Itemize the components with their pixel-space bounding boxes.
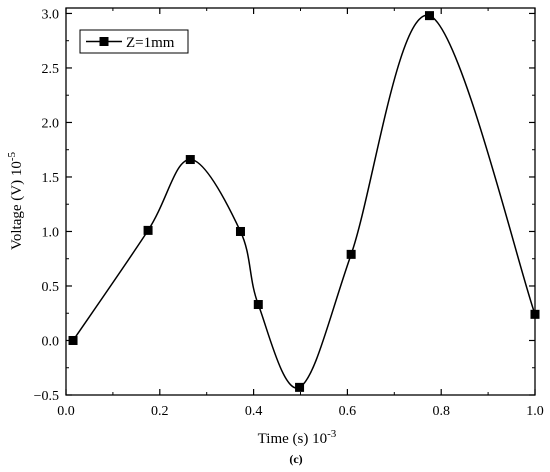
y-tick-label: 2.0 (42, 116, 60, 131)
plot-frame (65, 7, 536, 396)
y-tick-label: 0.0 (42, 334, 60, 349)
y-tick-label: 1.0 (42, 225, 60, 240)
legend-label: Z=1mm (126, 35, 175, 51)
series-markers (68, 11, 540, 392)
data-point-marker (424, 11, 434, 21)
data-point-marker (346, 249, 356, 259)
x-tick-label: 0.2 (151, 404, 169, 419)
figure-caption: (c) (289, 452, 302, 466)
x-tick-label: 1.0 (526, 404, 544, 419)
x-tick-label: 0.0 (57, 404, 75, 419)
y-tick-label: 3.0 (42, 7, 60, 22)
series-line (72, 14, 536, 389)
legend-box (79, 29, 189, 54)
x-tick-label: 0.6 (339, 404, 357, 419)
x-axis: 0.0 0.2 0.4 0.6 0.8 1.0 (57, 8, 544, 419)
x-axis-title: Time (s) 10-3 (258, 428, 337, 447)
legend-marker (99, 37, 109, 46)
x-tick-label: 0.4 (245, 404, 263, 419)
y-tick-label: 1.5 (42, 171, 60, 186)
data-point-marker (185, 155, 195, 165)
x-tick-label: 0.8 (432, 404, 450, 419)
data-point-marker (143, 225, 153, 235)
y-tick-label: −0.5 (34, 389, 59, 404)
y-axis: −0.5 0.0 0.5 1.0 1.5 2.0 2.5 3.0 (34, 7, 535, 404)
data-point-marker (295, 382, 305, 392)
data-point-marker (253, 300, 263, 310)
data-point-marker (235, 226, 245, 236)
legend: Z=1mm (79, 29, 189, 54)
data-point-marker (530, 309, 540, 319)
y-axis-title: Voltage (V) 10-5 (6, 151, 25, 250)
data-point-marker (68, 335, 78, 345)
y-tick-label: 2.5 (42, 62, 60, 77)
y-tick-label: 0.5 (42, 280, 60, 295)
